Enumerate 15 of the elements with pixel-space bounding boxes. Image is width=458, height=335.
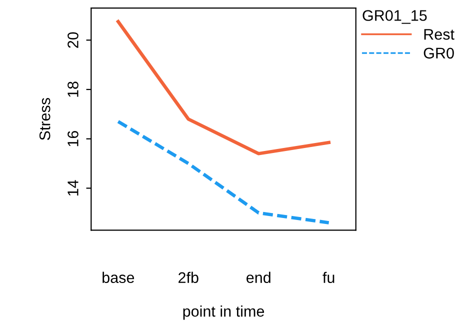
y-axis-title: Stress bbox=[39, 98, 50, 140]
y-tick-label: 18 bbox=[68, 82, 78, 97]
y-tick-label: 20 bbox=[68, 32, 78, 48]
x-axis-title: point in time bbox=[183, 306, 264, 320]
x-tick-label: fu bbox=[322, 272, 334, 284]
x-tick-label: base bbox=[102, 272, 134, 284]
line-series bbox=[116, 120, 330, 224]
y-tick-label: 14 bbox=[68, 180, 78, 196]
y-tick-label: 16 bbox=[68, 131, 78, 146]
x-tick-label: end bbox=[246, 272, 270, 284]
x-tick-label: 2fb bbox=[178, 272, 198, 284]
legend-label: GR0 bbox=[424, 48, 454, 59]
legend-title: GR01_15 bbox=[362, 10, 427, 24]
line-series bbox=[116, 20, 330, 156]
legend-label: Rest bbox=[424, 29, 454, 40]
